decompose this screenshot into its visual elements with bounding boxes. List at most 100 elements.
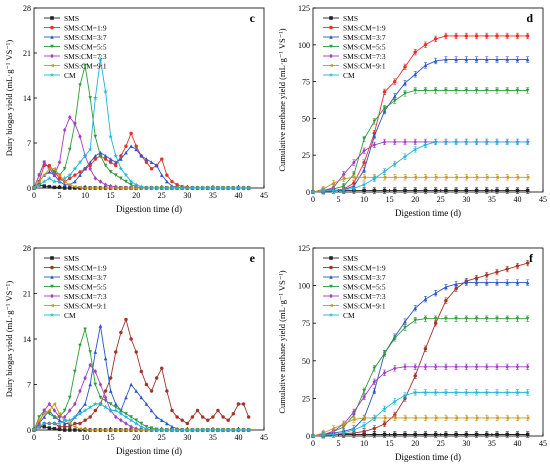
data-point bbox=[236, 402, 241, 406]
series-line bbox=[312, 35, 528, 193]
data-point bbox=[484, 316, 489, 321]
data-point bbox=[72, 424, 77, 429]
data-point bbox=[93, 134, 98, 139]
data-point bbox=[144, 382, 149, 387]
data-point bbox=[52, 185, 57, 190]
data-point bbox=[149, 160, 154, 165]
data-point bbox=[464, 364, 469, 370]
data-point bbox=[382, 432, 387, 437]
data-point bbox=[403, 91, 407, 96]
data-point bbox=[494, 139, 500, 145]
data-point bbox=[362, 394, 366, 400]
data-point bbox=[444, 285, 448, 289]
data-point bbox=[154, 415, 159, 419]
series-6 bbox=[310, 389, 531, 439]
legend-entry: SMS:CM=1:9 bbox=[64, 24, 107, 33]
data-point bbox=[403, 319, 407, 324]
data-point bbox=[433, 321, 438, 325]
data-point bbox=[474, 34, 479, 38]
data-point bbox=[179, 185, 185, 191]
data-point bbox=[210, 185, 216, 191]
data-point bbox=[68, 425, 72, 429]
legend-swatch-marker bbox=[329, 256, 333, 260]
x-tick-label: 35 bbox=[209, 191, 217, 200]
series-line bbox=[312, 59, 528, 193]
y-tick-label: 7 bbox=[27, 381, 31, 390]
series-4 bbox=[311, 363, 530, 439]
data-point bbox=[87, 146, 93, 152]
data-point bbox=[372, 142, 377, 148]
data-point bbox=[154, 376, 159, 380]
data-point bbox=[57, 176, 62, 181]
data-point bbox=[119, 176, 123, 181]
y-tick-label: 0 bbox=[27, 426, 31, 435]
x-tick-label: 30 bbox=[462, 439, 470, 448]
data-point bbox=[62, 428, 67, 432]
data-point bbox=[57, 425, 62, 429]
x-tick-label: 35 bbox=[488, 439, 496, 448]
data-point bbox=[88, 160, 93, 165]
data-point bbox=[119, 157, 123, 161]
data-point bbox=[92, 95, 98, 101]
data-point bbox=[393, 79, 397, 84]
data-point bbox=[42, 408, 47, 413]
data-point bbox=[159, 173, 164, 177]
data-point bbox=[220, 185, 226, 191]
data-point bbox=[62, 408, 67, 413]
data-point bbox=[494, 389, 500, 395]
data-point bbox=[464, 188, 469, 193]
legend-swatch-marker bbox=[328, 312, 334, 317]
data-point bbox=[160, 157, 164, 161]
data-point bbox=[351, 417, 356, 422]
data-point bbox=[495, 416, 499, 420]
data-point bbox=[382, 139, 387, 145]
data-point bbox=[444, 298, 448, 303]
data-point bbox=[454, 432, 458, 437]
data-point bbox=[93, 186, 98, 190]
x-tick-label: 40 bbox=[234, 191, 242, 200]
data-point bbox=[73, 369, 77, 374]
data-point bbox=[330, 431, 337, 437]
data-point bbox=[525, 57, 530, 62]
legend-entry: SMS:CM=1:9 bbox=[64, 264, 107, 273]
legend-swatch-marker bbox=[329, 25, 333, 30]
legend-swatch-marker bbox=[329, 35, 333, 39]
data-point bbox=[413, 364, 418, 370]
data-point bbox=[433, 291, 438, 295]
data-point bbox=[169, 185, 175, 191]
data-point bbox=[412, 389, 418, 395]
data-point bbox=[47, 426, 52, 430]
data-point bbox=[93, 408, 98, 413]
data-point bbox=[443, 139, 449, 145]
legend-entry: SMS:CM=3:7 bbox=[64, 33, 107, 42]
data-point bbox=[453, 139, 459, 145]
data-point bbox=[129, 337, 133, 341]
x-tick-label: 35 bbox=[209, 433, 217, 442]
data-point bbox=[108, 186, 113, 190]
y-tick-label: 100 bbox=[298, 41, 310, 50]
data-point bbox=[473, 139, 480, 145]
data-point bbox=[148, 185, 155, 191]
data-point bbox=[31, 185, 37, 191]
data-point bbox=[93, 428, 98, 432]
data-point bbox=[474, 416, 479, 420]
data-point bbox=[124, 412, 128, 416]
x-tick-label: 0 bbox=[311, 439, 315, 448]
data-point bbox=[341, 186, 347, 193]
data-point bbox=[403, 175, 407, 180]
chart-panel-c: 0 5 10 15 20 25 30 35 40 45 0 7 14 21 28 Digestion time… bbox=[4, 4, 268, 214]
data-point bbox=[200, 185, 206, 191]
data-point bbox=[67, 147, 72, 152]
data-point bbox=[88, 428, 92, 432]
data-point bbox=[72, 165, 78, 171]
data-point bbox=[129, 131, 133, 136]
data-point bbox=[83, 427, 87, 432]
data-point bbox=[495, 57, 499, 62]
data-point bbox=[352, 409, 356, 415]
data-point bbox=[474, 88, 479, 93]
legend-swatch-marker bbox=[50, 265, 54, 270]
data-point bbox=[464, 280, 469, 285]
series-6 bbox=[31, 401, 252, 433]
data-point bbox=[103, 157, 108, 161]
data-point bbox=[134, 144, 138, 148]
